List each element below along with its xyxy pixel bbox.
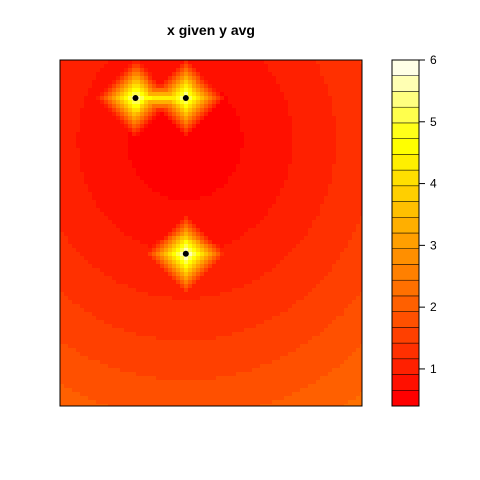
colorbar-tick-label: 2 (430, 300, 437, 314)
colorbar-swatch (391, 106, 420, 124)
data-points (132, 95, 189, 257)
colorbar-swatch (391, 169, 420, 187)
colorbar-swatch (391, 232, 420, 249)
colorbar-tick-label: 4 (430, 177, 437, 191)
colorbar-swatch (391, 374, 420, 391)
heatmap-field (60, 60, 362, 406)
colorbar-swatch (391, 390, 420, 407)
colorbar-swatch (391, 279, 420, 297)
data-point-2 (182, 95, 189, 102)
colorbar-swatch (391, 311, 420, 328)
data-point-3 (182, 250, 189, 257)
plot-border (59, 59, 363, 407)
colorbar-swatch (391, 75, 420, 92)
colorbar-swatch (391, 217, 420, 234)
colorbar-swatch (391, 295, 420, 312)
colorbar-axis: 1 2 3 4 5 6 (418, 53, 437, 406)
colorbar-swatch (391, 264, 420, 281)
colorbar-tick-label: 1 (430, 362, 437, 376)
colorbar-swatch (391, 122, 420, 139)
colorbar-swatch (391, 358, 420, 375)
colorbar-tick-label: 3 (430, 238, 437, 252)
colorbar (391, 59, 420, 407)
colorbar-swatch (391, 138, 420, 155)
colorbar-swatch (391, 59, 420, 76)
colorbar-swatch (391, 185, 420, 202)
colorbar-swatch (391, 342, 420, 360)
colorbar-tick-label: 6 (430, 53, 437, 67)
colorbar-swatch (391, 248, 420, 265)
data-point-1 (132, 95, 139, 102)
colorbar-swatch (391, 327, 420, 344)
colorbar-swatch (391, 201, 420, 218)
colorbar-tick-label: 5 (430, 115, 437, 129)
colorbar-swatch (391, 91, 420, 108)
colorbar-swatch (391, 154, 420, 171)
chart-title: x given y avg (167, 22, 255, 38)
